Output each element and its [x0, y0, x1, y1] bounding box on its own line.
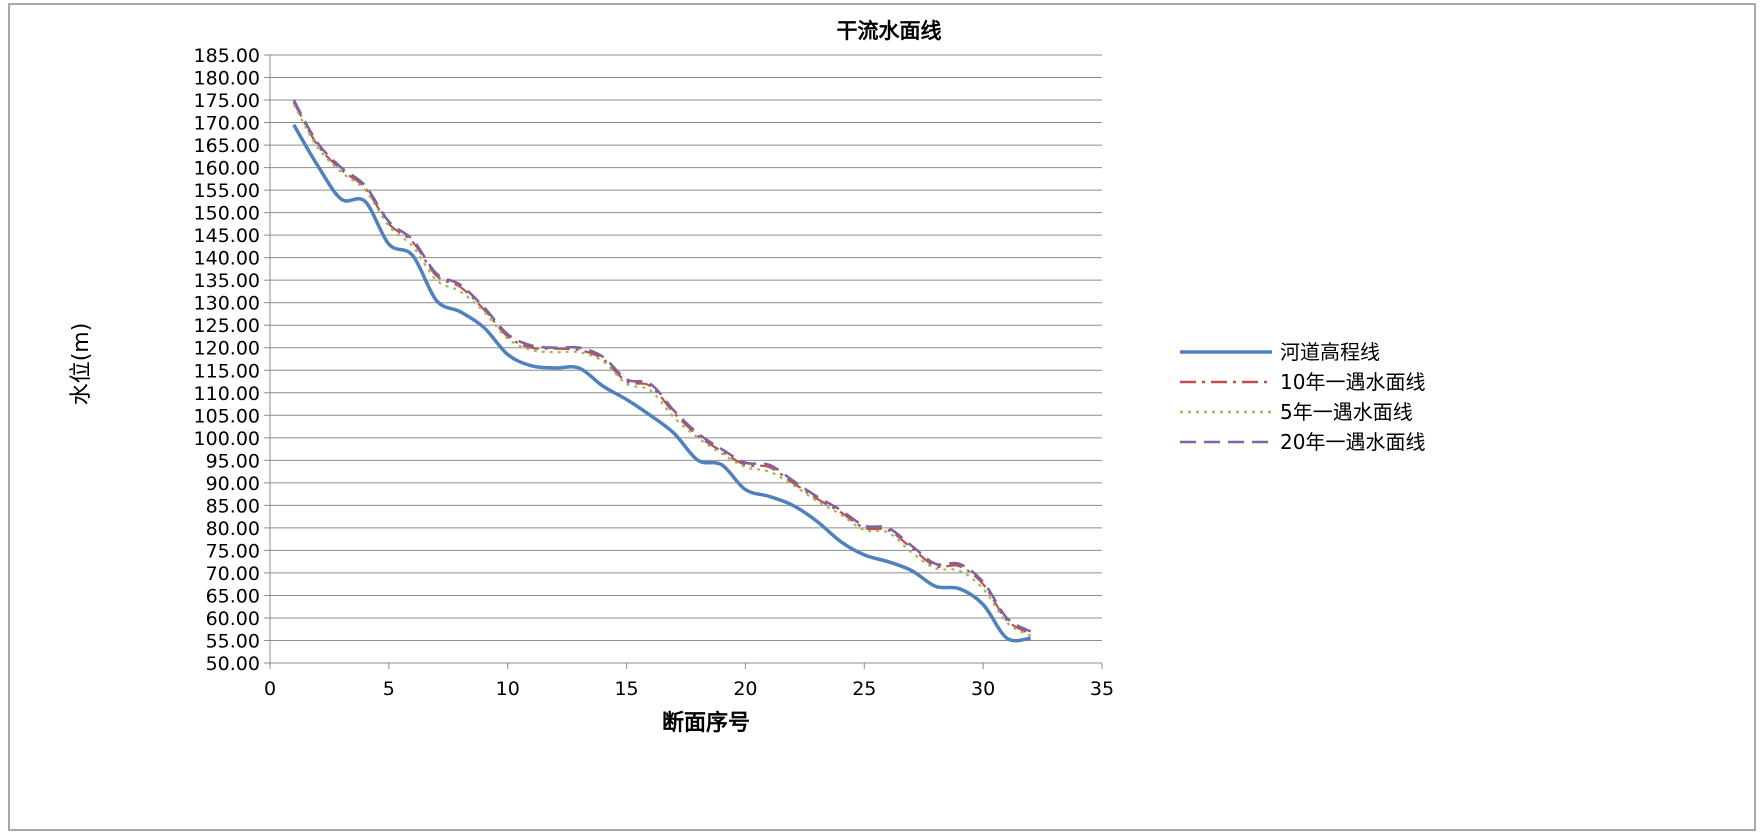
series-line-2 [292, 101, 1032, 635]
x-tick-label: 15 [614, 678, 638, 700]
x-tick-label: 5 [383, 678, 395, 700]
legend-label-2: 10年一遇水面线 [1280, 370, 1425, 394]
y-tick-label: 85.00 [206, 495, 260, 517]
y-tick-labels: 50.0055.0060.0065.0070.0075.0080.0085.00… [194, 45, 260, 675]
x-tick-label: 30 [971, 678, 995, 700]
legend-label-3: 5年一遇水面线 [1280, 400, 1413, 424]
y-tick-label: 60.00 [206, 608, 260, 630]
x-tick-label: 25 [852, 678, 876, 700]
y-tick-label: 185.00 [194, 45, 260, 67]
y-tick-label: 125.00 [194, 315, 260, 337]
data-series [292, 99, 1032, 643]
x-tick-label: 10 [496, 678, 520, 700]
y-tick-label: 80.00 [206, 518, 260, 540]
y-tick-label: 70.00 [206, 563, 260, 585]
y-tick-label: 165.00 [194, 135, 260, 157]
y-tick-label: 160.00 [194, 158, 260, 180]
y-tick-label: 95.00 [206, 450, 260, 472]
x-tick-label: 35 [1090, 678, 1114, 700]
y-tick-label: 105.00 [194, 405, 260, 427]
y-tick-label: 135.00 [194, 270, 260, 292]
y-tick-label: 110.00 [194, 383, 260, 405]
y-tick-label: 155.00 [194, 180, 260, 202]
series-line-1 [292, 123, 1031, 643]
y-tick-label: 75.00 [206, 540, 260, 562]
y-tick-label: 145.00 [194, 225, 260, 247]
y-tick-label: 130.00 [194, 293, 260, 315]
x-tick-label: 20 [733, 678, 757, 700]
y-axis-label: 水位(m) [69, 323, 94, 406]
chart-border [8, 3, 1756, 831]
y-tick-label: 50.00 [206, 653, 260, 675]
series-line-4 [292, 99, 1032, 633]
x-tick-label: 0 [264, 678, 276, 700]
y-tick-label: 65.00 [206, 585, 260, 607]
y-tick-label: 55.00 [206, 630, 260, 652]
legend: 河道高程线 10年一遇水面线 5年一遇水面线 20年一遇水面线 [1180, 340, 1425, 454]
y-tick-label: 150.00 [194, 203, 260, 225]
x-tick-labels: 0 5 10 15 20 25 30 35 [264, 678, 1114, 700]
y-tick-label: 170.00 [194, 113, 260, 135]
y-tick-label: 140.00 [194, 248, 260, 270]
chart-title: 干流水面线 [837, 19, 942, 43]
x-axis-label: 断面序号 [662, 710, 750, 736]
grid-lines [270, 54, 1102, 664]
series-line-3 [292, 103, 1032, 637]
y-tick-label: 175.00 [194, 90, 260, 112]
y-tick-label: 90.00 [206, 473, 260, 495]
y-tick-label: 115.00 [194, 360, 260, 382]
legend-label-4: 20年一遇水面线 [1280, 430, 1425, 454]
y-tick-label: 180.00 [194, 68, 260, 90]
y-tick-label: 120.00 [194, 338, 260, 360]
axes [264, 54, 1103, 669]
legend-label-1: 河道高程线 [1280, 340, 1380, 364]
y-tick-label: 100.00 [194, 428, 260, 450]
